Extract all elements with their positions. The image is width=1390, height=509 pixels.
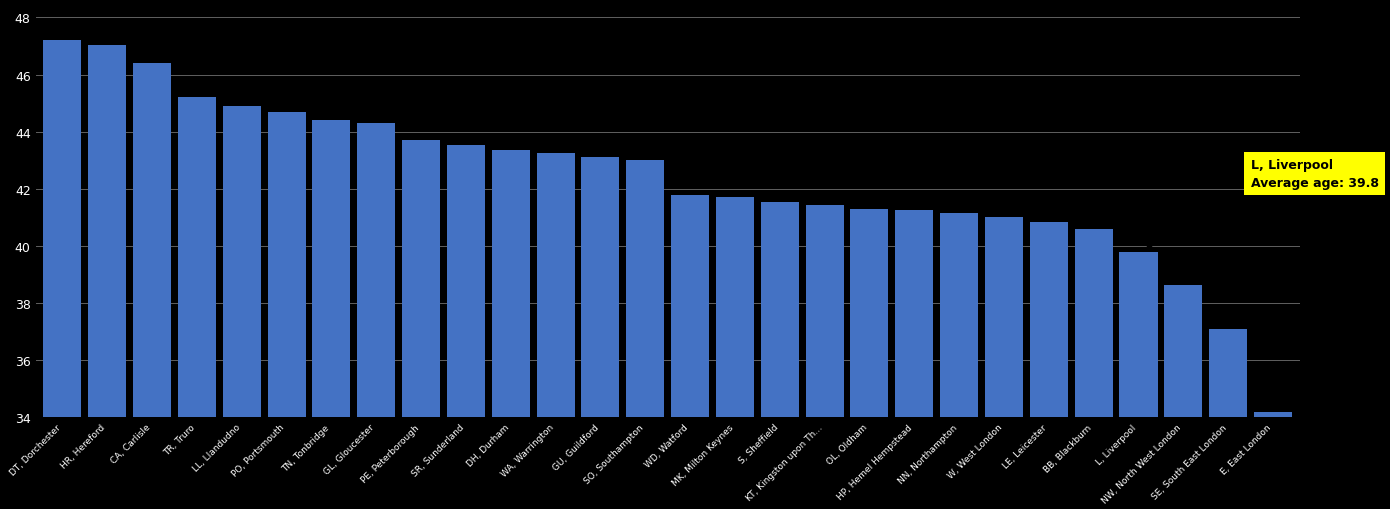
Bar [1254, 412, 1293, 509]
Bar [267, 112, 306, 509]
Bar [88, 45, 126, 509]
Bar [671, 195, 709, 509]
Bar [133, 64, 171, 509]
Bar [1119, 252, 1158, 509]
Bar [1030, 222, 1068, 509]
Bar [492, 151, 530, 509]
Bar [537, 154, 574, 509]
Bar [1074, 230, 1112, 509]
Bar [627, 161, 664, 509]
Bar [222, 107, 261, 509]
Bar [402, 141, 441, 509]
Bar [178, 98, 215, 509]
Bar [1165, 285, 1202, 509]
Bar [760, 202, 799, 509]
Bar [446, 145, 485, 509]
Bar [895, 211, 933, 509]
Text: L, Liverpool
Average age: 39.8: L, Liverpool Average age: 39.8 [1251, 159, 1379, 189]
Bar [581, 158, 620, 509]
Bar [716, 198, 753, 509]
Bar [940, 214, 979, 509]
Bar [851, 209, 888, 509]
Bar [1209, 329, 1247, 509]
Bar [986, 218, 1023, 509]
Bar [806, 205, 844, 509]
Bar [43, 41, 82, 509]
Bar [357, 124, 395, 509]
Bar [313, 121, 350, 509]
